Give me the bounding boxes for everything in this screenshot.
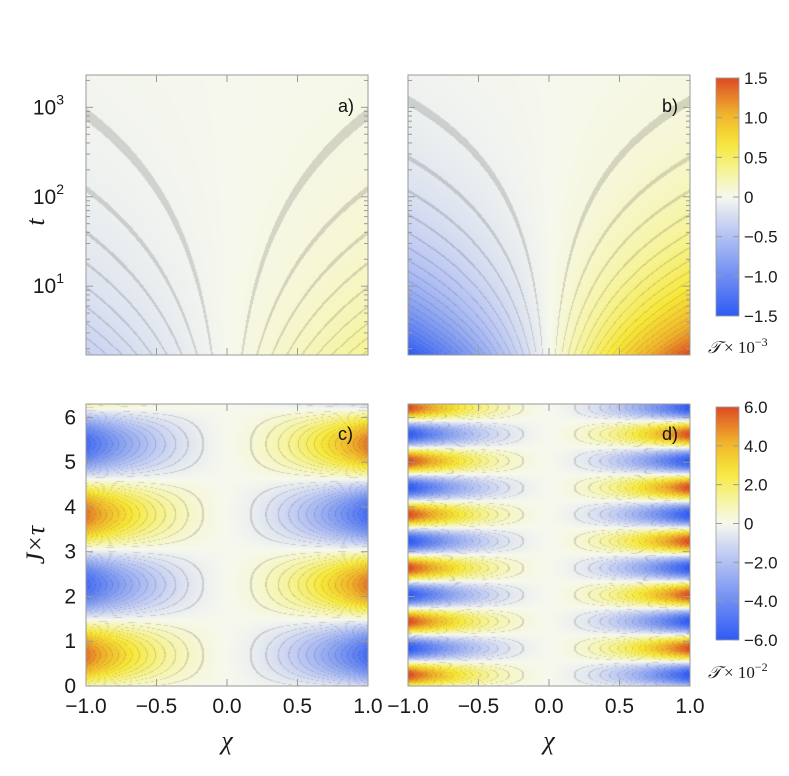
y-tick-label: 4 — [64, 496, 76, 519]
colorbar-tick-label: −6.0 — [744, 631, 778, 650]
y-tick-base: 10 — [33, 275, 56, 298]
panel-c-label: c) — [338, 424, 353, 444]
x-tick-label: 1.0 — [353, 695, 382, 718]
y-tick-label: 3 — [64, 541, 76, 564]
panel-a-label: a) — [338, 96, 354, 116]
x-tick-label: 0.5 — [605, 695, 634, 718]
y-tick-exp: 3 — [56, 91, 64, 107]
ylabel-top: t — [21, 218, 50, 226]
y-tick-label: 0 — [64, 675, 76, 698]
panel-d: d) −1.0 −0.5 0.0 0.5 1.0 — [387, 403, 705, 718]
y-tick-exp: 1 — [56, 270, 64, 286]
colorbar-top-ticks: 1.5 1.0 0.5 0 −0.5 −1.0 −1.5 — [716, 69, 778, 326]
colorbar-bottom-label: 𝒯 × 10−2 — [708, 660, 768, 682]
colorbar-top-label: 𝒯 × 10−3 — [708, 335, 768, 357]
y-tick-base: 10 — [33, 96, 56, 119]
x-tick-label: 0.0 — [534, 695, 563, 718]
colorbar-tick-label: 1.0 — [744, 109, 768, 128]
colorbar-tick-label: 0.5 — [744, 148, 768, 167]
colorbar-tick-label: −4.0 — [744, 592, 778, 611]
colorbar-tick-label: −1.0 — [744, 267, 778, 286]
colorbar-tick-label: 6.0 — [744, 398, 768, 417]
x-tick-label: −1.0 — [387, 695, 428, 718]
y-tick-label: 103 — [33, 91, 64, 119]
y-tick-label: 6 — [64, 406, 76, 429]
y-tick-label: 1 — [64, 630, 76, 653]
colorbar-tick-label: 0 — [744, 515, 753, 534]
colorbar-tick-label: −2.0 — [744, 553, 778, 572]
colorbar-tick-label: 1.5 — [744, 69, 768, 88]
colorbar-tick-label: 2.0 — [744, 476, 768, 495]
x-tick-label: 0.5 — [283, 695, 312, 718]
y-tick-label: 2 — [64, 585, 76, 608]
x-tick-label: 1.0 — [675, 695, 704, 718]
x-tick-label: −1.0 — [65, 695, 106, 718]
colorbar-tick-label: 4.0 — [744, 437, 768, 456]
colorbar-bottom: 6.0 4.0 2.0 0 −2.0 −4.0 −6.0 𝒯 × 10−2 — [708, 398, 778, 682]
heatmap-b — [408, 75, 690, 355]
panel-b-ticks — [407, 75, 691, 355]
panel-d-ticks: −1.0 −0.5 0.0 0.5 1.0 — [387, 404, 705, 718]
x-tick-label: −0.5 — [458, 695, 499, 718]
heatmap-a — [86, 75, 368, 355]
y-tick-label: 101 — [33, 270, 64, 298]
ylabel-bottom: J×τ — [21, 524, 50, 564]
panel-c-ticks: 0 1 2 3 4 5 6 −1.0 −0.5 0.0 0.5 1.0 — [64, 404, 383, 718]
y-tick-exp: 2 — [56, 181, 64, 197]
y-tick-label: 102 — [33, 181, 64, 209]
panel-d-label: d) — [662, 424, 678, 444]
colorbar-top: 1.5 1.0 0.5 0 −0.5 −1.0 −1.5 𝒯 × 10−3 — [708, 69, 778, 357]
x-tick-label: 0.0 — [212, 695, 241, 718]
y-tick-label: 5 — [64, 451, 76, 474]
x-tick-label: −0.5 — [136, 695, 177, 718]
xlabel-c: χ — [218, 726, 233, 755]
heatmap-c — [86, 404, 368, 686]
colorbar-bottom-ticks: 6.0 4.0 2.0 0 −2.0 −4.0 −6.0 — [716, 398, 778, 650]
colorbar-tick-label: −1.5 — [744, 307, 778, 326]
panel-b-label: b) — [662, 96, 678, 116]
panel-c: c) 0 1 2 3 4 5 6 −1.0 −0.5 0.0 0.5 1.0 — [64, 403, 383, 718]
y-tick-base: 10 — [33, 186, 56, 209]
colorbar-tick-label: −0.5 — [744, 228, 778, 247]
heatmap-d — [408, 404, 690, 686]
panel-b: b) — [407, 74, 691, 356]
colorbar-tick-label: 0 — [744, 188, 753, 207]
xlabel-d: χ — [540, 726, 555, 755]
